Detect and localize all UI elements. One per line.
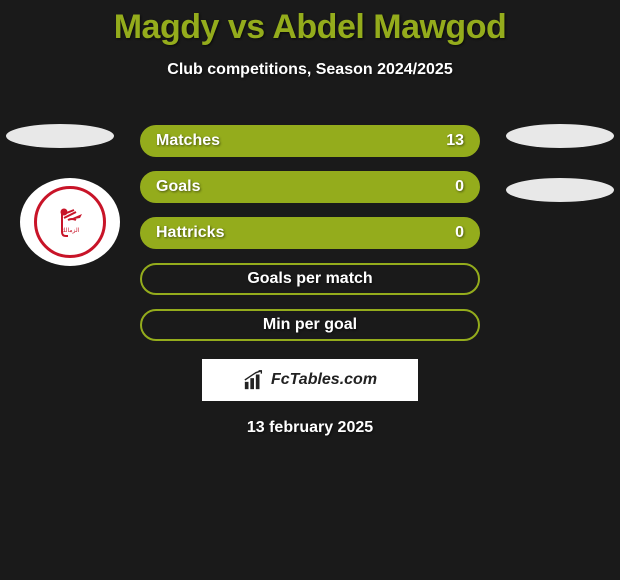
bar-chart-icon (243, 369, 265, 391)
stat-right-value: 13 (446, 132, 464, 150)
stat-right-value: 0 (455, 178, 464, 196)
stat-label: Goals (156, 178, 200, 196)
club-badge-left: الزمالك (20, 178, 120, 266)
zamalek-icon: الزمالك (34, 186, 106, 258)
footer-date: 13 february 2025 (0, 419, 620, 437)
player-ellipse-left (6, 124, 114, 148)
stat-label: Hattricks (156, 224, 224, 242)
page-subtitle: Club competitions, Season 2024/2025 (0, 61, 620, 79)
stat-row-goals: Goals 0 (140, 171, 480, 203)
stat-label: Matches (156, 132, 220, 150)
page-title: Magdy vs Abdel Mawgod (0, 0, 620, 47)
brand-box[interactable]: FcTables.com (202, 359, 418, 401)
stat-row-goals-per-match: Goals per match (140, 263, 480, 295)
comparison-widget: Magdy vs Abdel Mawgod Club competitions,… (0, 0, 620, 580)
stat-right-value: 0 (455, 224, 464, 242)
stat-row-min-per-goal: Min per goal (140, 309, 480, 341)
stat-label: Min per goal (263, 316, 357, 334)
stat-label: Goals per match (247, 270, 372, 288)
stat-row-matches: Matches 13 (140, 125, 480, 157)
stat-row-hattricks: Hattricks 0 (140, 217, 480, 249)
player-ellipse-right-1 (506, 124, 614, 148)
svg-text:الزمالك: الزمالك (61, 227, 80, 234)
brand-text: FcTables.com (271, 371, 377, 389)
player-ellipse-right-2 (506, 178, 614, 202)
